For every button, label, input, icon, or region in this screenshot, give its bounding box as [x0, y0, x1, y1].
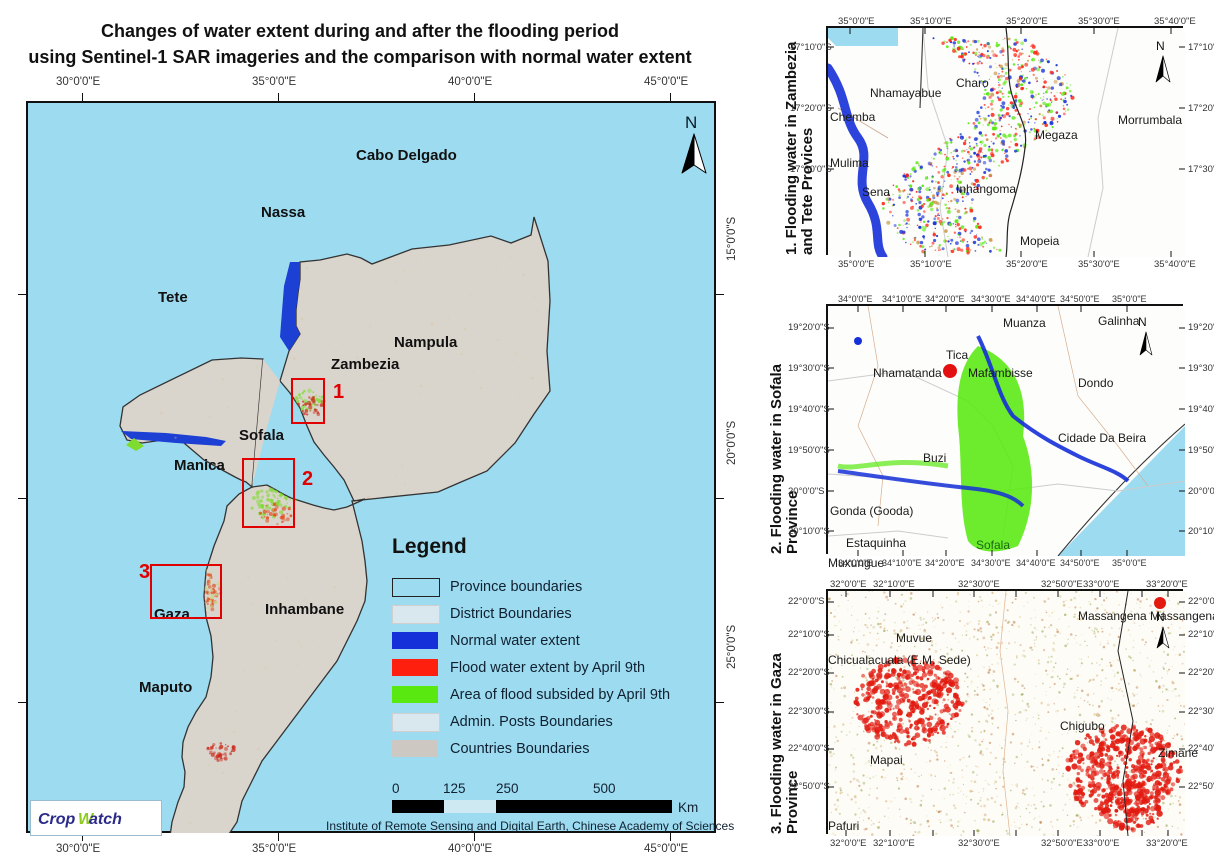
svg-text:Crop: Crop — [38, 811, 76, 828]
svg-text:atch: atch — [89, 811, 122, 828]
svg-text:N: N — [1156, 39, 1165, 53]
svg-text:N: N — [685, 113, 697, 132]
